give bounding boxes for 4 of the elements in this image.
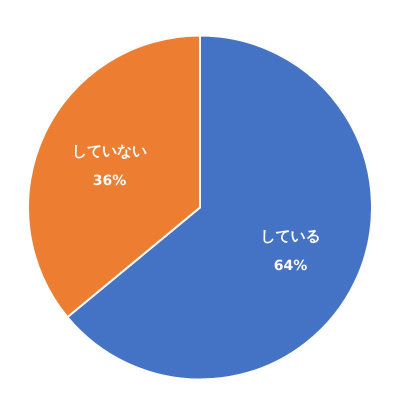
- slice-label: していない: [72, 142, 148, 160]
- data-label: 36%: [92, 172, 126, 189]
- data-label: 64%: [274, 258, 308, 274]
- slice-label: している: [260, 227, 320, 246]
